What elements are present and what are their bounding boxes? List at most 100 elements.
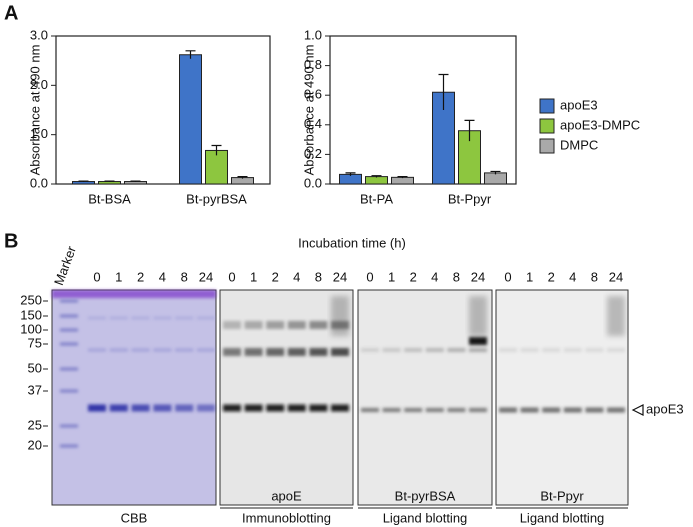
bar <box>205 149 228 185</box>
gel-label: Bt-pyrBSA <box>395 488 456 503</box>
y-tick-label: 0.0 <box>304 175 322 190</box>
blot-band <box>223 404 241 412</box>
blot-band <box>266 348 285 356</box>
error-bar <box>130 180 141 183</box>
plot-frame <box>329 35 517 185</box>
method-label: Ligand blotting <box>520 510 605 525</box>
blot-band <box>175 348 194 352</box>
lane-label: 24 <box>199 269 213 284</box>
blot-band <box>425 408 444 412</box>
axis-title: Incubation time (h) <box>298 235 406 250</box>
smear <box>331 296 349 336</box>
blot-band <box>309 348 328 356</box>
blot-band <box>244 321 263 329</box>
lane-label: 1 <box>250 269 257 284</box>
error-bar <box>104 180 115 183</box>
lane-label: 4 <box>159 269 166 284</box>
blot-band <box>244 404 263 412</box>
legend-label: apoE3 <box>560 97 598 112</box>
blot-band <box>585 407 604 413</box>
blot-band <box>175 316 194 320</box>
blot-band <box>266 321 285 329</box>
blot-band <box>266 404 285 412</box>
marker-band <box>60 314 78 318</box>
marker-band <box>60 424 78 428</box>
blot-band <box>542 348 561 352</box>
blot-band <box>382 348 401 352</box>
blot-band <box>563 407 582 413</box>
blot-band <box>404 348 423 352</box>
blot-band <box>520 348 539 352</box>
kda-label: 37 <box>28 382 42 397</box>
y-tick-label: 0.2 <box>304 146 322 161</box>
blot-band <box>309 404 328 412</box>
blot-band <box>153 348 172 352</box>
kda-label: 100 <box>20 321 42 336</box>
error-bar <box>371 175 382 178</box>
plot-frame <box>55 35 271 185</box>
lane-label: 8 <box>453 269 460 284</box>
lane-label: 1 <box>526 269 533 284</box>
kda-label: 250 <box>20 292 42 307</box>
blot-band <box>520 407 539 413</box>
lane-label: 0 <box>93 269 100 284</box>
lane-label: 24 <box>471 269 485 284</box>
kda-label: 150 <box>20 307 42 322</box>
marker-band <box>60 299 78 303</box>
lane-label: 2 <box>548 269 555 284</box>
kda-label: 75 <box>28 335 42 350</box>
marker-band <box>60 367 78 371</box>
y-tick-label: 0.8 <box>304 57 322 72</box>
blot-band <box>175 404 194 412</box>
x-tick-label: Bt-PA <box>360 191 393 206</box>
panel-label: B <box>4 230 18 252</box>
marker-band <box>60 389 78 393</box>
blot-band <box>197 316 215 320</box>
lane-label: 1 <box>388 269 395 284</box>
blot-band <box>244 348 263 356</box>
y-tick-label: 0.4 <box>304 116 322 131</box>
blot-band <box>563 348 582 352</box>
kda-label: 20 <box>28 437 42 452</box>
smear <box>469 296 487 336</box>
error-bar <box>438 73 449 110</box>
blot-band <box>447 348 466 352</box>
blot-band <box>404 408 423 412</box>
blot-band <box>287 348 306 356</box>
bar <box>365 176 388 185</box>
lane-label: 4 <box>569 269 576 284</box>
blot-band <box>499 348 517 352</box>
x-tick-label: Bt-pyrBSA <box>186 191 247 206</box>
blot-band <box>469 408 487 412</box>
bar <box>391 176 414 185</box>
blot-band <box>607 407 625 413</box>
blot-band <box>607 348 625 352</box>
blot-band <box>361 348 379 352</box>
blot-band <box>197 404 215 412</box>
method-label: Ligand blotting <box>383 510 468 525</box>
blot-band <box>109 404 128 412</box>
error-bar <box>185 50 196 59</box>
lane-label: 4 <box>431 269 438 284</box>
blot-band <box>309 321 328 329</box>
gel-image <box>219 289 354 506</box>
blot-band <box>131 316 150 320</box>
error-bar <box>345 172 356 176</box>
blot-band <box>499 407 517 413</box>
y-tick-label: 0.6 <box>304 87 322 102</box>
blot-band <box>331 404 349 412</box>
y-tick-label: 3.0 <box>30 27 48 42</box>
marker-band <box>60 342 78 346</box>
y-tick-label: 1.0 <box>30 126 48 141</box>
blot-band <box>131 348 150 352</box>
blot-band <box>131 404 150 412</box>
lane-label: 24 <box>333 269 347 284</box>
lane-label: 4 <box>293 269 300 284</box>
lane-label: 2 <box>410 269 417 284</box>
blot-band <box>585 348 604 352</box>
blot-band <box>197 348 215 352</box>
marker-label: Marker <box>51 243 79 287</box>
method-label: Immunoblotting <box>242 510 331 525</box>
lane-label: 8 <box>181 269 188 284</box>
